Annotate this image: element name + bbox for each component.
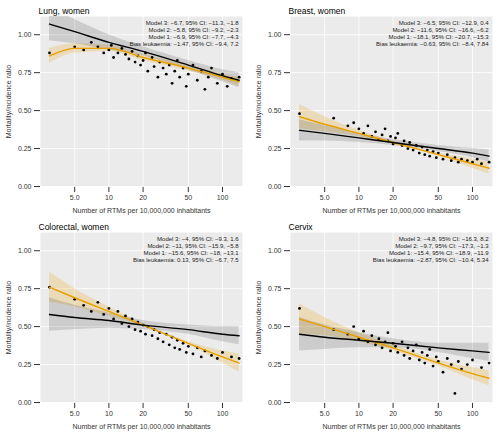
svg-text:100: 100 — [217, 194, 229, 201]
svg-text:Mortality/incidence ratio: Mortality/incidence ratio — [5, 281, 13, 355]
svg-text:0.75: 0.75 — [268, 285, 282, 292]
svg-text:0.75: 0.75 — [268, 69, 282, 76]
svg-text:0.50: 0.50 — [268, 323, 282, 330]
svg-text:Breast, women: Breast, women — [289, 6, 346, 16]
svg-text:Number of RTMs per 10,000,000: Number of RTMs per 10,000,000 inhabitant… — [72, 423, 211, 431]
svg-text:Lung, women: Lung, women — [39, 6, 90, 16]
svg-text:0.50: 0.50 — [18, 323, 32, 330]
svg-text:Number of RTMs per 10,000,000: Number of RTMs per 10,000,000 inhabitant… — [322, 423, 461, 431]
svg-text:0.75: 0.75 — [18, 285, 32, 292]
svg-text:20: 20 — [139, 194, 147, 201]
svg-text:0.50: 0.50 — [18, 107, 32, 114]
svg-text:Model 3: −4, 95% CI: −9.3, 1.6: Model 3: −4, 95% CI: −9.3, 1.6Model 2: −… — [133, 236, 239, 263]
svg-text:0.25: 0.25 — [268, 361, 282, 368]
svg-text:50: 50 — [184, 410, 192, 417]
svg-text:10: 10 — [355, 410, 363, 417]
svg-text:Model 3: −6.7, 95% CI: −11.3,: Model 3: −6.7, 95% CI: −11.3, −1.8Model … — [129, 20, 239, 47]
svg-text:1.00: 1.00 — [18, 247, 32, 254]
svg-text:0.50: 0.50 — [268, 107, 282, 114]
svg-text:20: 20 — [389, 410, 397, 417]
svg-text:100: 100 — [467, 410, 479, 417]
svg-text:Cervix: Cervix — [289, 222, 314, 232]
svg-text:1.00: 1.00 — [18, 31, 32, 38]
svg-text:Mortality/incidence ratio: Mortality/incidence ratio — [255, 65, 263, 139]
svg-text:Number of RTMs per 10,000,000: Number of RTMs per 10,000,000 inhabitant… — [72, 207, 211, 215]
svg-text:Mortality/incidence ratio: Mortality/incidence ratio — [5, 65, 13, 139]
svg-text:Mortality/incidence ratio: Mortality/incidence ratio — [255, 281, 263, 355]
svg-text:100: 100 — [467, 194, 479, 201]
svg-text:10: 10 — [105, 194, 113, 201]
svg-text:Model 3: −4.8, 95% CI: −16.3,: Model 3: −4.8, 95% CI: −16.3, 8.2Model 2… — [373, 236, 489, 263]
svg-text:20: 20 — [389, 194, 397, 201]
svg-text:0.25: 0.25 — [268, 145, 282, 152]
svg-text:10: 10 — [105, 410, 113, 417]
svg-text:5.0: 5.0 — [320, 194, 330, 201]
svg-text:5.0: 5.0 — [70, 194, 80, 201]
svg-text:50: 50 — [184, 194, 192, 201]
svg-text:0.00: 0.00 — [18, 399, 32, 406]
svg-text:5.0: 5.0 — [70, 410, 80, 417]
svg-text:Colorectal, women: Colorectal, women — [39, 222, 110, 232]
svg-text:10: 10 — [355, 194, 363, 201]
svg-text:50: 50 — [434, 194, 442, 201]
svg-text:5.0: 5.0 — [320, 410, 330, 417]
svg-text:Model 3: −6.5, 95% CI: −12.9,: Model 3: −6.5, 95% CI: −12.9, 0.4Model 2… — [376, 20, 489, 47]
svg-text:1.00: 1.00 — [268, 247, 282, 254]
svg-text:0.00: 0.00 — [18, 183, 32, 190]
svg-text:0.00: 0.00 — [268, 399, 282, 406]
svg-text:0.75: 0.75 — [18, 69, 32, 76]
svg-text:50: 50 — [434, 410, 442, 417]
svg-text:0.25: 0.25 — [18, 361, 32, 368]
svg-text:20: 20 — [139, 410, 147, 417]
svg-text:0.25: 0.25 — [18, 145, 32, 152]
svg-text:100: 100 — [217, 410, 229, 417]
svg-text:Number of RTMs per 10,000,000: Number of RTMs per 10,000,000 inhabitant… — [322, 207, 461, 215]
svg-text:0.00: 0.00 — [268, 183, 282, 190]
svg-text:1.00: 1.00 — [268, 31, 282, 38]
